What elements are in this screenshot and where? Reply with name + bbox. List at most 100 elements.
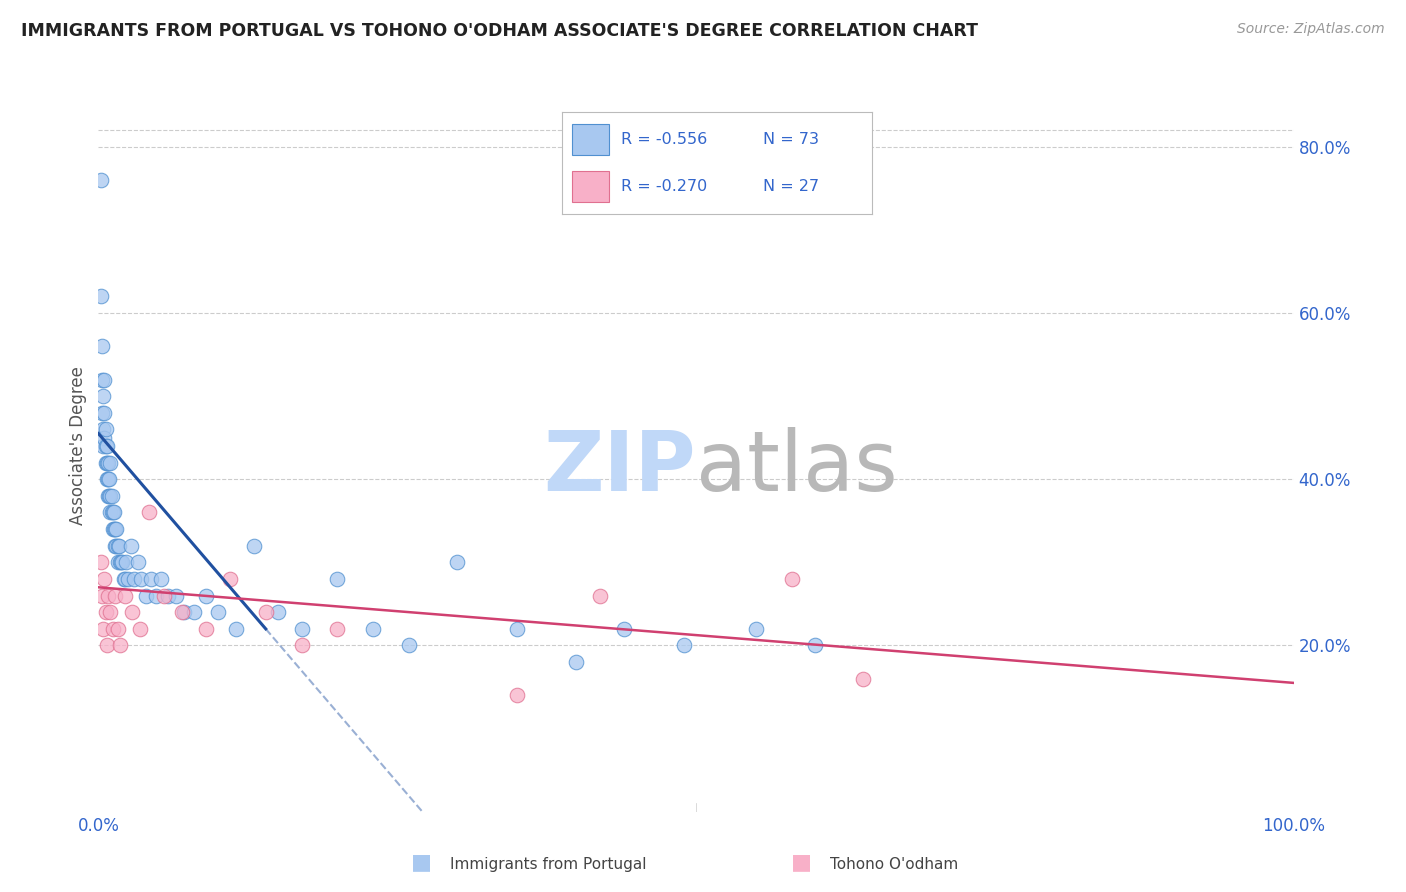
Y-axis label: Associate's Degree: Associate's Degree <box>69 367 87 525</box>
Point <box>114 572 136 586</box>
Point <box>98 489 122 503</box>
Bar <box>572 124 609 154</box>
Point <box>195 622 218 636</box>
Point <box>183 605 205 619</box>
Text: N = 27: N = 27 <box>763 179 820 194</box>
Point <box>172 605 194 619</box>
Point <box>101 622 124 636</box>
Point <box>254 605 277 619</box>
Text: R = -0.270: R = -0.270 <box>621 179 707 194</box>
Point <box>98 456 122 470</box>
Point <box>138 506 160 520</box>
Point <box>207 605 229 619</box>
Point <box>589 589 612 603</box>
Point <box>129 622 152 636</box>
Text: Source: ZipAtlas.com: Source: ZipAtlas.com <box>1237 22 1385 37</box>
Point <box>90 173 112 187</box>
Point <box>98 506 122 520</box>
Point <box>135 589 157 603</box>
Text: Tohono O'odham: Tohono O'odham <box>830 857 957 872</box>
Bar <box>572 171 609 202</box>
Point <box>97 489 120 503</box>
Point <box>96 472 118 486</box>
Text: ■: ■ <box>792 853 811 872</box>
Point <box>97 456 120 470</box>
Text: R = -0.556: R = -0.556 <box>621 132 707 146</box>
Point <box>114 589 136 603</box>
Point <box>780 572 803 586</box>
Point <box>98 472 121 486</box>
Point <box>173 605 195 619</box>
Point <box>93 431 115 445</box>
Point <box>91 389 114 403</box>
Point <box>117 572 139 586</box>
Point <box>225 622 247 636</box>
Point <box>673 639 696 653</box>
Point <box>745 622 768 636</box>
Point <box>91 622 114 636</box>
Point <box>107 539 129 553</box>
Point <box>105 539 128 553</box>
Point <box>565 655 588 669</box>
Point <box>94 422 117 436</box>
Point <box>506 622 529 636</box>
Point <box>852 672 875 686</box>
Point <box>121 605 143 619</box>
Point <box>165 589 187 603</box>
Point <box>98 489 121 503</box>
Point <box>101 506 124 520</box>
Point <box>153 589 176 603</box>
Point <box>107 539 129 553</box>
Point <box>105 522 128 536</box>
Point <box>100 506 122 520</box>
Point <box>98 605 122 619</box>
Point <box>131 572 153 586</box>
Point <box>91 439 114 453</box>
Point <box>94 605 117 619</box>
Text: ZIP: ZIP <box>544 427 696 508</box>
Point <box>108 555 131 569</box>
Point <box>104 522 127 536</box>
Point <box>97 589 120 603</box>
Point <box>104 589 127 603</box>
Point <box>93 406 115 420</box>
Point <box>506 689 529 703</box>
Point <box>115 555 138 569</box>
Point <box>90 289 112 303</box>
Point <box>291 639 314 653</box>
Point <box>94 456 117 470</box>
Point <box>103 506 125 520</box>
Point <box>398 639 420 653</box>
Point <box>243 539 266 553</box>
Point <box>291 622 314 636</box>
Point <box>145 589 167 603</box>
Point <box>120 539 142 553</box>
Point <box>96 639 118 653</box>
Point <box>613 622 636 636</box>
Point <box>111 555 134 569</box>
Text: atlas: atlas <box>696 427 897 508</box>
Point <box>91 339 114 353</box>
Point <box>100 489 122 503</box>
Point <box>110 555 132 569</box>
Point <box>326 572 349 586</box>
Text: N = 73: N = 73 <box>763 132 820 146</box>
Point <box>91 589 114 603</box>
Point <box>93 572 115 586</box>
Point <box>326 622 349 636</box>
Point <box>112 572 135 586</box>
Point <box>94 439 117 453</box>
Point <box>91 406 114 420</box>
Text: ■: ■ <box>412 853 432 872</box>
Point <box>363 622 385 636</box>
Point <box>107 555 129 569</box>
Point <box>149 572 172 586</box>
Point <box>124 572 146 586</box>
Point <box>91 372 114 386</box>
Point <box>139 572 162 586</box>
Point <box>93 372 115 386</box>
Point <box>804 639 827 653</box>
Point <box>108 639 131 653</box>
Point <box>195 589 218 603</box>
Point <box>156 589 179 603</box>
